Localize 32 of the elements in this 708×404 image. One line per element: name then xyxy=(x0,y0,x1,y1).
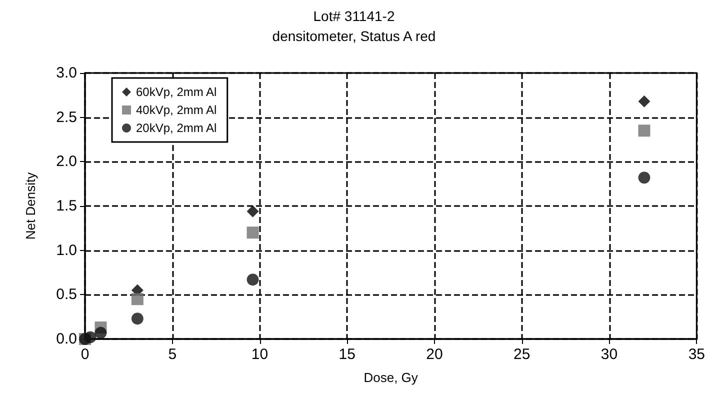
x-tick-label: 25 xyxy=(514,346,530,363)
legend-label: 20kVp, 2mm Al xyxy=(136,121,217,135)
y-tick-label: 1.0 xyxy=(56,242,77,259)
chart-title: Lot# 31141-2 xyxy=(313,8,395,24)
point xyxy=(84,331,96,344)
x-tick-label: 30 xyxy=(600,346,618,363)
x-axis-title: Dose, Gy xyxy=(364,370,418,385)
x-tick-label: 10 xyxy=(251,346,268,363)
point xyxy=(638,95,650,108)
y-tick-label: 1.5 xyxy=(56,198,77,214)
x-tick-label: 20 xyxy=(426,346,443,363)
point xyxy=(246,226,259,239)
chart-subtitle: densitometer, Status A red xyxy=(272,28,436,44)
point xyxy=(131,293,144,306)
y-tick-label: 0.0 xyxy=(56,330,77,348)
point xyxy=(638,124,650,137)
point xyxy=(638,172,650,184)
point xyxy=(246,274,259,286)
x-tick-label: 0 xyxy=(80,346,90,363)
legend-label: 60kVp, 2mm Al xyxy=(136,85,217,99)
legend-label: 40kVp, 2mm Al xyxy=(136,103,217,117)
y-tick-label: 3.0 xyxy=(56,64,77,82)
x-tick-label: 15 xyxy=(338,346,356,363)
point xyxy=(94,326,107,339)
y-axis-title: Net Density xyxy=(23,172,38,240)
x-tick-label: 35 xyxy=(688,346,705,363)
point xyxy=(246,205,259,218)
y-tick-label: 2.5 xyxy=(56,108,77,126)
y-tick-label: 2.0 xyxy=(56,153,77,170)
point xyxy=(131,312,144,325)
x-tick-label: 5 xyxy=(168,346,177,363)
y-tick-label: 0.5 xyxy=(56,286,77,304)
